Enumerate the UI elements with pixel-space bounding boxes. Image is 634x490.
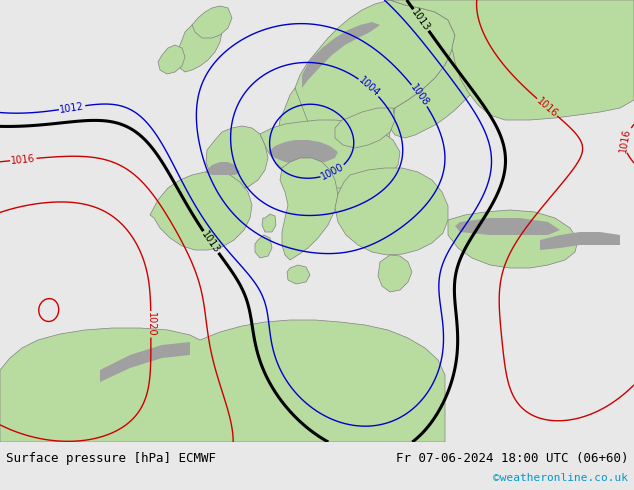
Polygon shape [262,214,276,232]
Polygon shape [150,172,252,250]
Polygon shape [313,108,395,195]
Polygon shape [206,126,268,190]
Polygon shape [540,232,620,250]
Polygon shape [302,22,380,88]
Text: 1008: 1008 [408,83,430,108]
Polygon shape [177,18,222,72]
Polygon shape [295,0,455,133]
Polygon shape [278,88,318,168]
Text: 1013: 1013 [200,229,222,255]
Polygon shape [255,235,272,258]
Polygon shape [287,265,310,284]
Text: 1016: 1016 [618,127,632,153]
Text: Surface pressure [hPa] ECMWF: Surface pressure [hPa] ECMWF [6,451,216,465]
Text: ©weatheronline.co.uk: ©weatheronline.co.uk [493,473,628,483]
Text: 1020: 1020 [146,312,156,337]
Polygon shape [280,158,338,260]
Polygon shape [0,320,445,442]
Text: Fr 07-06-2024 18:00 UTC (06+60): Fr 07-06-2024 18:00 UTC (06+60) [396,451,628,465]
Text: 1013: 1013 [410,7,432,33]
Polygon shape [192,6,232,38]
Polygon shape [390,0,634,120]
Polygon shape [390,12,505,138]
Text: 1016: 1016 [534,96,560,119]
Text: 1004: 1004 [356,75,382,99]
Polygon shape [268,140,338,165]
Text: 1012: 1012 [59,101,85,115]
Polygon shape [448,210,578,268]
Polygon shape [260,120,400,188]
Text: 1016: 1016 [11,153,36,166]
Text: 1000: 1000 [320,162,346,182]
Polygon shape [158,45,185,74]
Polygon shape [335,108,395,148]
Polygon shape [378,255,412,292]
Polygon shape [100,342,190,382]
Polygon shape [455,218,560,235]
Polygon shape [335,168,448,255]
Polygon shape [205,162,240,175]
